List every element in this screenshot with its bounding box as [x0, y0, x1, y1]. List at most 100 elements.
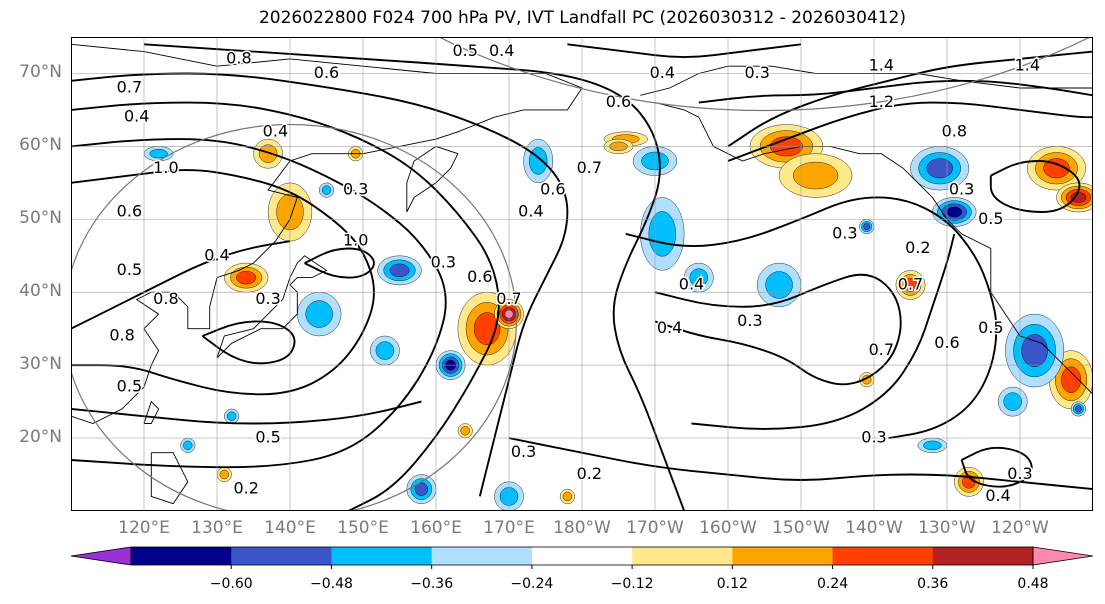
pv-contour-label: 0.5	[117, 260, 142, 279]
pv-contour-label: 0.3	[744, 63, 769, 82]
pv-contour-label: 0.4	[124, 107, 149, 126]
ivt-anomaly-patch	[1021, 334, 1048, 367]
range-circle-layer	[71, 37, 1091, 511]
colorbar-extend-min	[70, 546, 132, 566]
ivt-anomaly-patch	[414, 482, 429, 496]
longitude-label: 170°W	[626, 518, 684, 538]
pv-contour-label: 0.2	[233, 479, 258, 498]
pv-contour-label: 0.5	[255, 428, 280, 447]
pv-contour-label: 0.3	[343, 180, 368, 199]
pv-contour	[727, 101, 1093, 162]
pv-contour	[304, 247, 375, 279]
ivt-anomaly-patch	[375, 341, 395, 360]
longitude-label: 140°W	[845, 518, 903, 538]
ivt-anomaly-patch	[765, 271, 793, 299]
ivt-anomaly-patch	[562, 491, 573, 502]
figure-title: 2026022800 F024 700 hPa PV, IVT Landfall…	[258, 8, 906, 28]
ivt-anomaly-patch	[903, 278, 918, 292]
colorbar-segment	[131, 547, 232, 565]
ivt-anomaly-patch	[236, 270, 257, 285]
pv-contour-label: 0.3	[949, 180, 974, 199]
colorbar-tick-label: −0.60	[209, 576, 253, 592]
ivt-anomaly-patch	[1061, 366, 1082, 393]
map-panel: 0.8 0.6 0.5 0.4 0.7 0.4 0.4 0.6 0.4 0.3 1.4 1.2 0.8 1…	[71, 37, 1093, 511]
ivt-anomaly-patch	[1070, 192, 1087, 203]
pv-contour-label: 0.2	[577, 464, 602, 483]
ivt-anomaly-patch	[648, 211, 676, 257]
ivt-anomaly-patch	[226, 411, 237, 421]
pv-contour-label: 0.6	[934, 333, 959, 352]
pv-contour-label: 0.2	[905, 238, 930, 257]
ivt-anomaly-patch	[321, 185, 332, 195]
map-canvas: 0.8 0.6 0.5 0.4 0.7 0.4 0.4 0.6 0.4 0.3 1.4 1.2 0.8 1…	[71, 37, 1093, 511]
colorbar-segment	[431, 547, 533, 565]
pv-contour-layer	[71, 43, 1093, 511]
coastline	[406, 145, 459, 213]
coastline	[150, 452, 189, 505]
latitude-label: 50°N	[19, 208, 62, 229]
ivt-anomaly-patch	[305, 300, 333, 328]
colorbar-tick-label: 0.24	[816, 576, 849, 592]
latitude-label: 30°N	[19, 354, 62, 375]
pv-contour-label: 0.3	[737, 311, 762, 330]
longitude-label: 130°E	[191, 518, 243, 538]
pv-contour-label: 0.4	[263, 121, 288, 140]
pv-contour-label: 0.6	[467, 267, 492, 286]
pv-contour-label: 0.7	[898, 274, 923, 293]
pv-contour-label: 0.8	[153, 289, 178, 308]
longitude-label: 140°E	[264, 518, 316, 538]
pv-contour-label: 0.7	[117, 78, 142, 97]
pv-contour-label: 0.3	[861, 428, 886, 447]
pv-contour-label: 0.6	[117, 202, 142, 221]
pv-contour	[960, 446, 1033, 488]
longitude-label: 150°W	[772, 518, 830, 538]
colorbar-tick-label: 0.12	[716, 576, 748, 592]
ivt-anomaly-patch	[689, 268, 708, 287]
ivt-anomaly-patch	[149, 148, 168, 159]
colorbar-segment	[932, 547, 1034, 565]
pv-contour-label: 1.2	[869, 92, 894, 111]
ivt-anomaly-patch	[923, 440, 942, 451]
pv-contour-label: 0.8	[942, 121, 967, 140]
graticule-layer	[71, 37, 1093, 511]
longitude-label: 160°W	[699, 518, 757, 538]
pv-contour-label: 1.0	[153, 158, 178, 177]
map-frame	[71, 37, 1093, 511]
ivt-anomaly-patch	[1043, 158, 1070, 179]
pv-contour-label: 0.4	[204, 245, 229, 264]
coastline	[143, 400, 160, 424]
pv-contour-label: 0.5	[117, 377, 142, 396]
colorbar-tick-label: 0.36	[917, 576, 949, 592]
pv-contour	[71, 138, 447, 469]
pv-contour-label: 0.6	[540, 180, 565, 199]
pv-contour-label: 0.7	[496, 289, 521, 308]
pv-contour	[625, 196, 998, 440]
colorbar-segment	[632, 547, 733, 565]
colorbar-segment	[832, 547, 934, 565]
pv-contour-label: 0.7	[577, 158, 602, 177]
ivt-anomaly-patch	[258, 144, 278, 163]
longitude-label: 150°E	[337, 518, 389, 538]
range-circle	[438, 37, 1091, 111]
pv-contour	[201, 320, 296, 365]
colorbar-segment	[732, 547, 834, 565]
latitude-label: 60°N	[19, 135, 62, 156]
ivt-anomaly-patch	[219, 469, 229, 480]
ivt-anomaly-patch	[946, 206, 963, 218]
pv-contour-label: 0.4	[650, 63, 675, 82]
colorbar-segment	[231, 547, 332, 565]
colorbar-segment	[331, 547, 433, 565]
ivt-anomaly-patch	[460, 426, 470, 436]
contour-label-layer: 0.8 0.6 0.5 0.4 0.7 0.4 0.4 0.6 0.4 0.3 1.4 1.2 0.8 1…	[108, 40, 1042, 507]
pv-contour-label: 0.4	[657, 318, 682, 337]
pv-contour-label: 0.8	[109, 325, 134, 344]
pv-contour-label: 0.5	[978, 209, 1003, 228]
coastline	[216, 255, 328, 359]
colorbar-outline	[130, 546, 1034, 566]
colorbar-tick-label: −0.24	[510, 576, 554, 592]
pv-contour	[989, 160, 1081, 213]
range-circle	[71, 123, 517, 511]
colorbar-tick-label: −0.12	[610, 576, 654, 592]
pv-contour-label: 0.8	[226, 48, 251, 67]
pv-contour	[143, 43, 686, 511]
